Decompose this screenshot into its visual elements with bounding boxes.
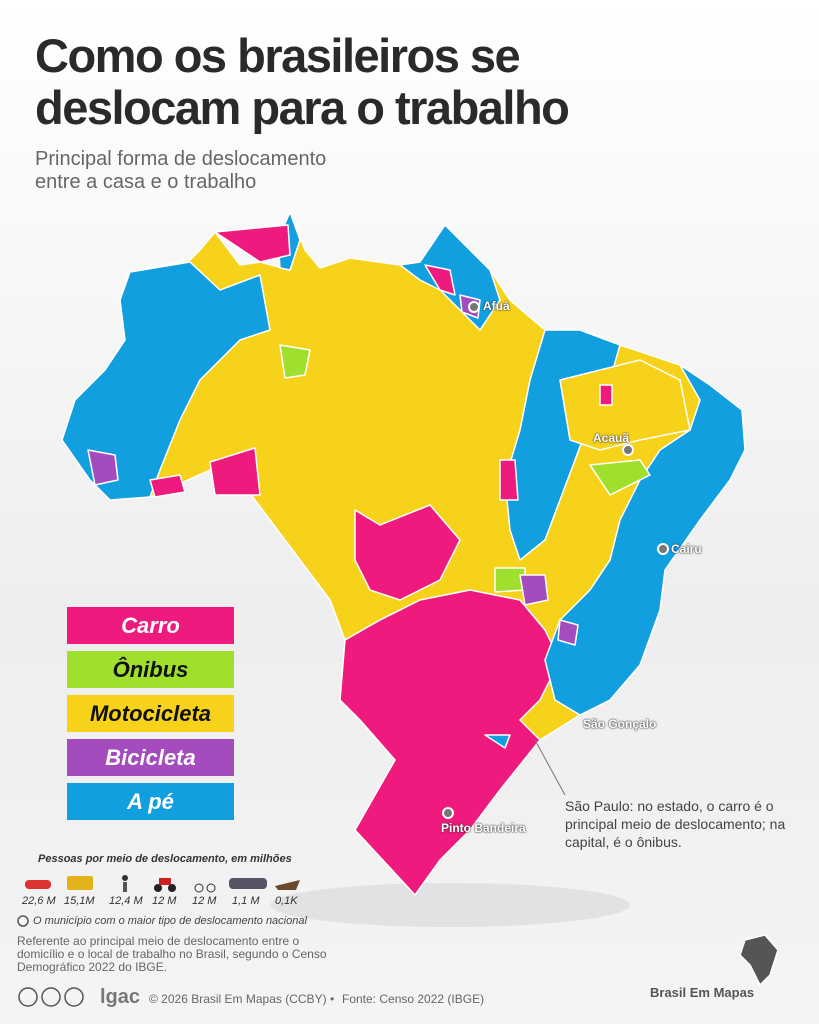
region (557, 619, 579, 646)
region (87, 449, 119, 486)
region (559, 359, 691, 451)
subtitle: Principal forma de deslocamento entre a … (35, 148, 326, 194)
city-markers (442, 301, 669, 819)
footer-logo: lgac (100, 986, 141, 1008)
license-icons (18, 987, 84, 1007)
city-label: Cairu (671, 542, 702, 556)
brand-logo (739, 934, 779, 986)
marker-note: O município com o maior tipo de deslocam… (33, 915, 307, 927)
city-marker (622, 444, 634, 456)
annotation-line (534, 739, 566, 796)
separator: • (330, 992, 335, 1006)
icon-moto (159, 878, 171, 885)
region (484, 734, 511, 749)
copyright: © 2026 Brasil Em Mapas (CCBY) (149, 992, 327, 1006)
icon-walk (122, 875, 128, 881)
icon-bike (206, 883, 216, 893)
title-line: Como os brasileiros se (35, 29, 521, 82)
stat-value: 12,4 M (109, 895, 143, 907)
stat-value: 12 M (192, 895, 217, 907)
city-marker (442, 807, 454, 819)
stat-value: 1,1 M (232, 895, 260, 907)
region (149, 474, 186, 498)
region (589, 459, 651, 496)
icon-car (25, 880, 51, 889)
subtitle-line: entre a casa e o trabalho (35, 171, 257, 193)
stat-value: 15,1M (64, 895, 95, 907)
shadow (270, 883, 630, 927)
city-label: Pinto Bandeira (441, 821, 526, 835)
icon-walk (123, 882, 127, 892)
marker-icon (17, 915, 29, 927)
region (519, 574, 549, 606)
stat-value: 12 M (152, 895, 177, 907)
region (354, 504, 461, 601)
city-label: São Gonçalo (583, 717, 657, 731)
region (424, 264, 456, 296)
source-note: Referente ao principal meio de deslocame… (17, 934, 327, 974)
stat-icons (25, 875, 300, 893)
stats-title: Pessoas por meio de deslocamento, em mil… (38, 853, 292, 865)
stat-value: 0,1K (275, 895, 298, 907)
region (544, 364, 746, 716)
city-marker (657, 543, 669, 555)
icon-bike (194, 883, 204, 893)
legend-item: A pé (67, 783, 234, 820)
region (214, 224, 291, 263)
legend-item: Ônibus (67, 651, 234, 688)
annotation: São Paulo: no estado, o carro é o princi… (565, 798, 786, 850)
legend-item: Bicicleta (67, 739, 234, 776)
stat-value: 22,6 M (22, 895, 56, 907)
brand: Brasil Em Mapas (650, 985, 755, 1000)
city-label: Afuá (483, 299, 510, 313)
title-line: deslocam para o trabalho (35, 81, 570, 134)
city-label: Acauã (593, 431, 630, 445)
region (339, 589, 561, 896)
title: Como os brasileiros se deslocam para o t… (35, 29, 570, 134)
icon-moto (168, 884, 176, 892)
icon-moto (154, 884, 162, 892)
legend-item: Carro (67, 607, 234, 644)
source: Fonte: Censo 2022 (IBGE) (342, 992, 485, 1006)
subtitle-line: Principal forma de deslocamento (35, 148, 327, 170)
icon-boat (275, 880, 300, 890)
legend-item: Motocicleta (67, 695, 234, 732)
region (499, 459, 519, 501)
region (209, 447, 261, 496)
icon-bus (67, 876, 93, 890)
city-marker (468, 301, 480, 313)
region (599, 384, 613, 406)
region (279, 344, 311, 379)
icon-train (229, 878, 267, 889)
